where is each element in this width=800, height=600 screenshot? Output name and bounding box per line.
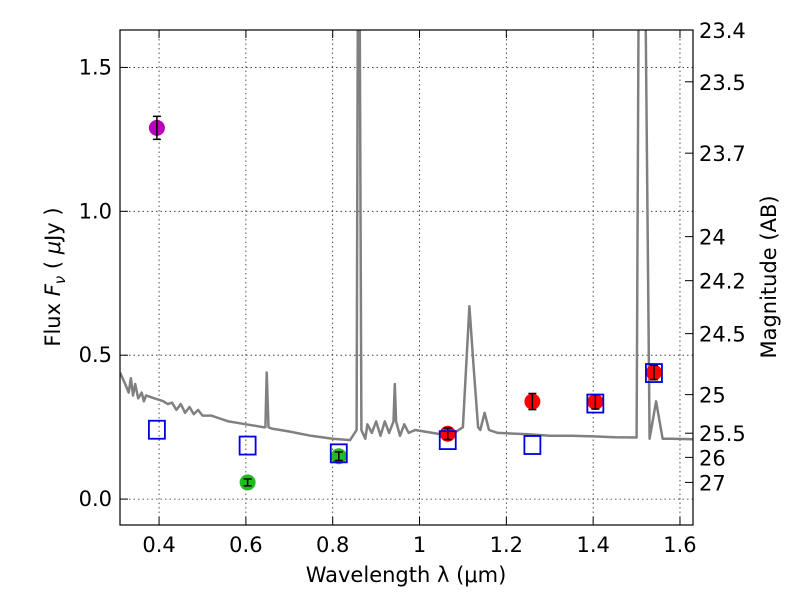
- model-square-marker: [586, 393, 605, 414]
- x-tick-label: 0.8: [316, 533, 349, 557]
- y2-tick-label: 25.5: [699, 422, 746, 446]
- model-spectrum-line: [120, 30, 693, 442]
- model-square-marker: [147, 419, 166, 440]
- y-tick-label: 0.5: [79, 343, 112, 367]
- x-tick-label: 0.4: [142, 533, 175, 557]
- y2-tick-label: 24: [699, 226, 726, 250]
- x-tick-label: 1.2: [490, 533, 523, 557]
- y2-tick-label: 24.2: [699, 270, 746, 294]
- data-points-group: [147, 115, 663, 491]
- axes-group: 0.4 0.6 0.8 1 1.2 1.4 1.6 0.0 0.5 1.0 1.5 23.4 23.5 2…: [79, 19, 746, 557]
- y2-tick-label: 23.7: [699, 142, 746, 166]
- y-tick-label: 0.0: [79, 487, 112, 511]
- y2-tick-label: 23.4: [699, 19, 746, 43]
- y-axis-label: Flux Fν ( μJy ): [41, 207, 69, 346]
- y2-tick-label: 23.5: [699, 71, 746, 95]
- model-square-marker: [438, 430, 457, 451]
- plot-frame: [119, 29, 694, 526]
- x-axis-label: Wavelength λ (μm): [306, 563, 507, 587]
- model-square-marker: [329, 443, 348, 464]
- y-tick-label: 1.5: [79, 55, 112, 79]
- y2-tick-label: 25: [699, 384, 726, 408]
- y2-tick-label: 27: [699, 471, 726, 495]
- x-tick-label: 1.6: [663, 533, 696, 557]
- model-square-marker: [523, 435, 542, 455]
- model-square-marker: [238, 435, 257, 456]
- y2-axis-label: Magnitude (AB): [757, 195, 781, 358]
- grid-lines: [120, 30, 693, 525]
- model-square-marker: [645, 363, 663, 383]
- model-spectrum-group: [120, 30, 693, 442]
- x-tick-label: 1.4: [576, 533, 609, 557]
- x-tick-label: 0.6: [229, 533, 262, 557]
- x-tick-label: 1: [413, 533, 426, 557]
- y-tick-label: 1.0: [79, 199, 112, 223]
- y2-tick-label: 26: [699, 446, 726, 470]
- y2-tick-label: 24.5: [699, 323, 746, 347]
